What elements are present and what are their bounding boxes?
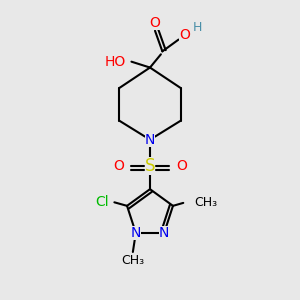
Text: N: N bbox=[159, 226, 169, 240]
Text: CH₃: CH₃ bbox=[121, 254, 144, 267]
Text: O: O bbox=[179, 28, 190, 42]
Text: O: O bbox=[150, 16, 160, 29]
Text: HO: HO bbox=[105, 55, 126, 69]
Text: S: S bbox=[145, 157, 155, 175]
Text: CH₃: CH₃ bbox=[194, 196, 218, 209]
Text: O: O bbox=[113, 159, 124, 173]
Text: O: O bbox=[176, 159, 187, 173]
Text: N: N bbox=[145, 133, 155, 147]
Text: Cl: Cl bbox=[95, 195, 109, 209]
Text: N: N bbox=[130, 226, 141, 240]
Text: H: H bbox=[192, 21, 202, 34]
